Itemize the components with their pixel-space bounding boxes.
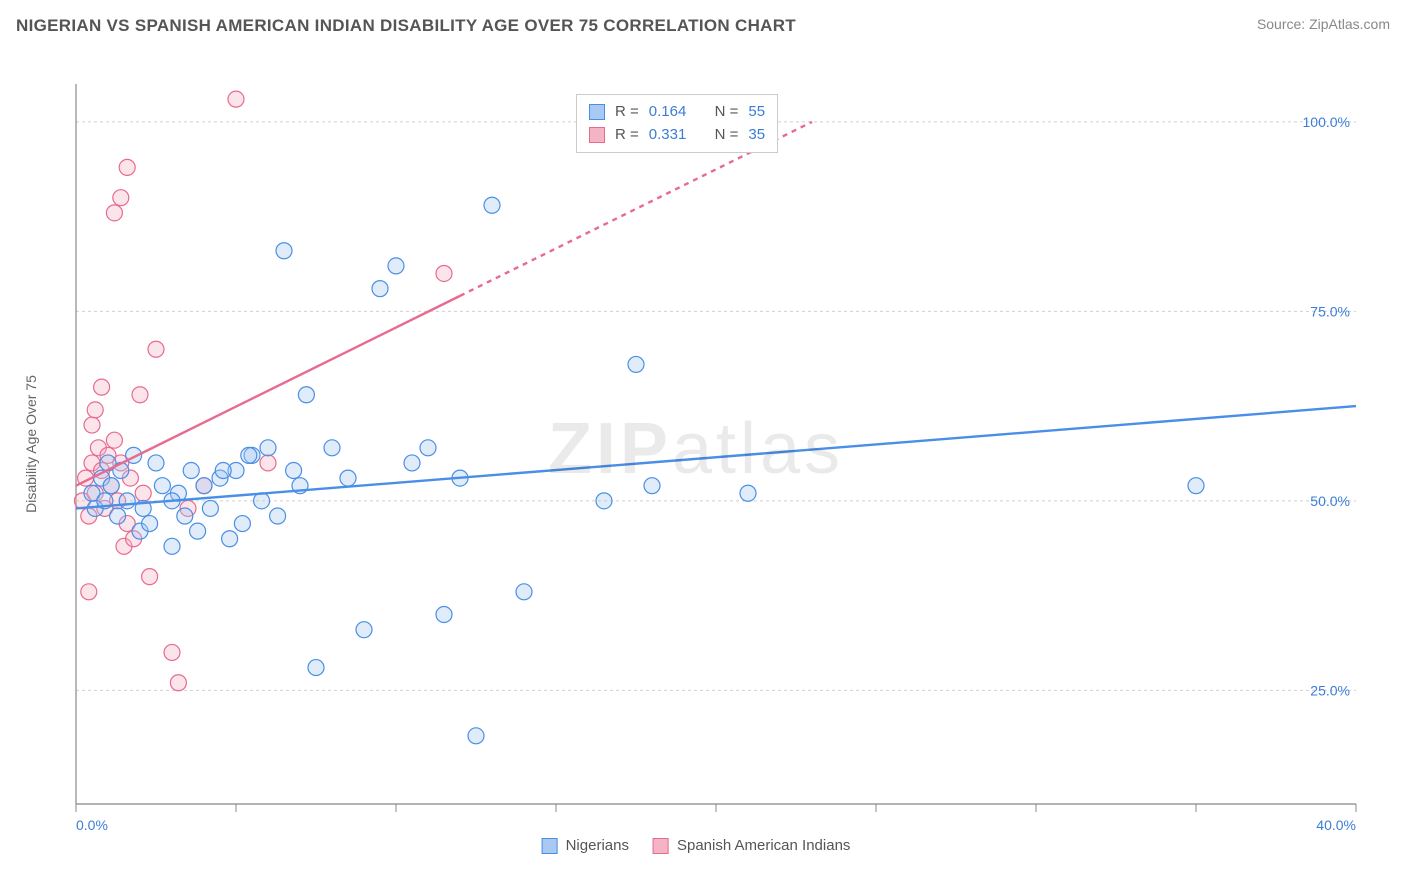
bottom-legend: Nigerians Spanish American Indians xyxy=(542,837,851,854)
swatch-pink xyxy=(589,127,605,143)
swatch-pink xyxy=(653,838,669,854)
svg-text:0.0%: 0.0% xyxy=(76,817,108,833)
stats-row-2: R = 0.331 N = 35 xyxy=(589,124,765,147)
swatch-blue xyxy=(542,838,558,854)
legend-item-nigerians: Nigerians xyxy=(542,837,629,854)
legend-label: Spanish American Indians xyxy=(677,837,850,854)
stats-box: R = 0.164 N = 55 R = 0.331 N = 35 xyxy=(576,94,778,153)
stats-row-1: R = 0.164 N = 55 xyxy=(589,101,765,124)
svg-text:Disability Age Over 75: Disability Age Over 75 xyxy=(23,375,39,513)
chart-title: NIGERIAN VS SPANISH AMERICAN INDIAN DISA… xyxy=(16,16,796,36)
svg-text:25.0%: 25.0% xyxy=(1310,682,1350,698)
svg-text:40.0%: 40.0% xyxy=(1316,817,1356,833)
scatter-chart: 25.0% 50.0% 75.0% 100.0% 0.0% 40.0% Disability… xyxy=(16,44,1376,854)
legend-item-spanish: Spanish American Indians xyxy=(653,837,850,854)
chart-area: 25.0% 50.0% 75.0% 100.0% 0.0% 40.0% Disability… xyxy=(16,44,1376,854)
legend-label: Nigerians xyxy=(566,837,629,854)
svg-text:50.0%: 50.0% xyxy=(1310,493,1350,509)
swatch-blue xyxy=(589,104,605,120)
source-credit: Source: ZipAtlas.com xyxy=(1257,16,1390,32)
svg-text:75.0%: 75.0% xyxy=(1310,303,1350,319)
svg-text:100.0%: 100.0% xyxy=(1303,114,1350,130)
